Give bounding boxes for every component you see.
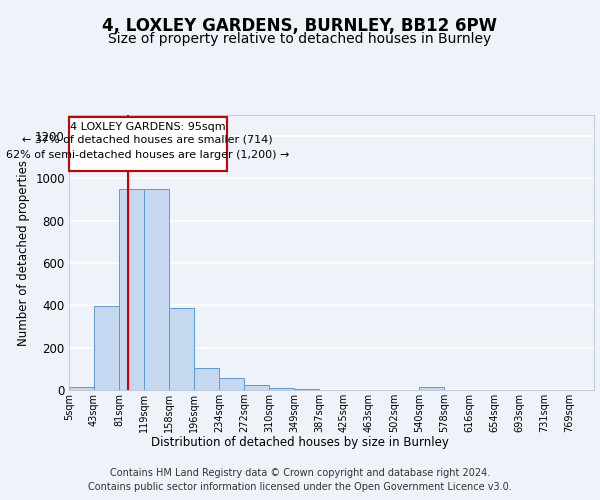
Bar [219,378,244,390]
Y-axis label: Number of detached properties: Number of detached properties [17,160,29,346]
Bar [294,389,319,390]
Bar [419,388,444,390]
Text: ← 37% of detached houses are smaller (714): ← 37% of detached houses are smaller (71… [22,134,273,144]
Text: Contains HM Land Registry data © Crown copyright and database right 2024.: Contains HM Land Registry data © Crown c… [110,468,490,477]
Text: 62% of semi-detached houses are larger (1,200) →: 62% of semi-detached houses are larger (… [6,150,289,160]
Text: 4, LOXLEY GARDENS, BURNLEY, BB12 6PW: 4, LOXLEY GARDENS, BURNLEY, BB12 6PW [103,18,497,36]
Text: Size of property relative to detached houses in Burnley: Size of property relative to detached ho… [109,32,491,46]
Text: 4 LOXLEY GARDENS: 95sqm: 4 LOXLEY GARDENS: 95sqm [70,122,226,132]
Bar [269,388,294,390]
Bar [244,386,269,390]
Bar [144,189,169,390]
Bar [119,189,144,390]
Bar [194,368,219,390]
Text: Distribution of detached houses by size in Burnley: Distribution of detached houses by size … [151,436,449,449]
Text: Contains public sector information licensed under the Open Government Licence v3: Contains public sector information licen… [88,482,512,492]
Bar [169,308,194,390]
Bar [94,306,119,390]
Bar [69,117,227,171]
Bar [69,388,94,390]
